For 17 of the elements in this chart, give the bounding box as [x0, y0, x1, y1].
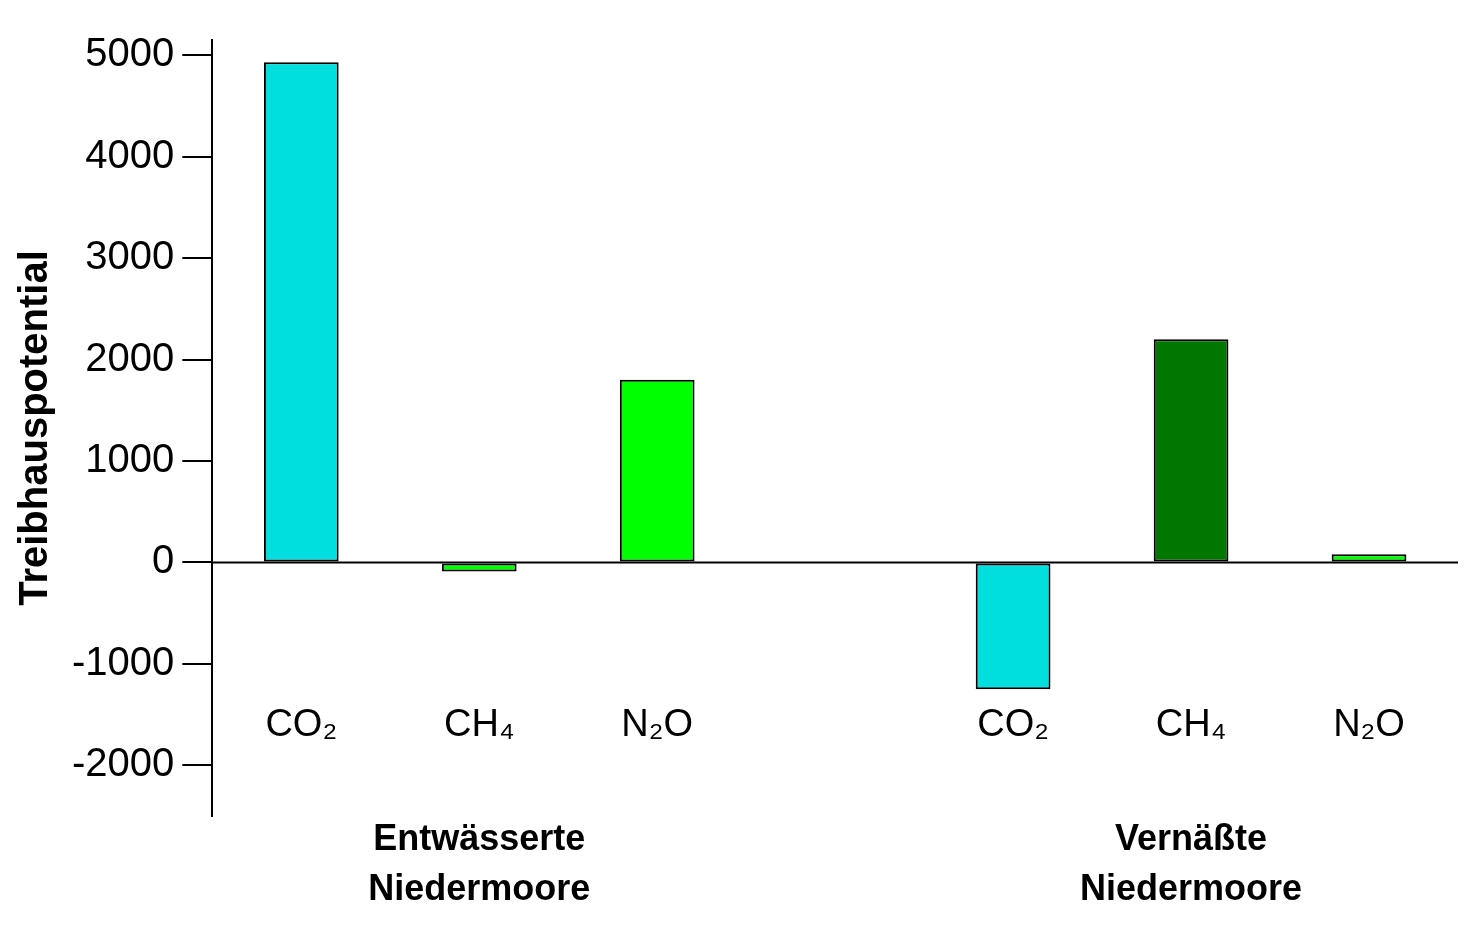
y-tick-label: 3000 [85, 233, 175, 278]
annotation: Vernäßte Niedermoore [1080, 816, 1303, 908]
x-tick-label: CO₂ [977, 702, 1049, 745]
x-tick-label: CH₄ [1155, 702, 1227, 745]
y-tick-label: 0 [152, 537, 175, 582]
y-tick-label: -1000 [71, 638, 175, 683]
x-tick-label: N₂O [1333, 702, 1405, 745]
x-tick-label: CH₄ [444, 702, 515, 745]
y-tick-label: 1000 [85, 436, 175, 480]
y-tick-label: -2000 [71, 740, 175, 785]
annotation: Entwässerte Niedermoore [368, 816, 591, 908]
y-tick-label: 5000 [85, 30, 175, 75]
y-tick-label: 4000 [85, 131, 175, 176]
x-tick-label: CO₂ [265, 702, 338, 745]
y-axis-title: Treibhauspotential [11, 250, 56, 606]
y-tick-label: 2000 [85, 334, 175, 379]
x-tick-label: N₂O [621, 702, 694, 745]
